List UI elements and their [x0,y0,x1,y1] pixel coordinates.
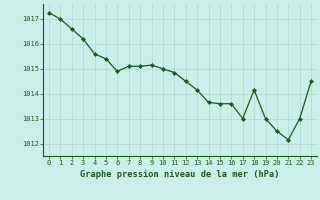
X-axis label: Graphe pression niveau de la mer (hPa): Graphe pression niveau de la mer (hPa) [80,170,280,179]
